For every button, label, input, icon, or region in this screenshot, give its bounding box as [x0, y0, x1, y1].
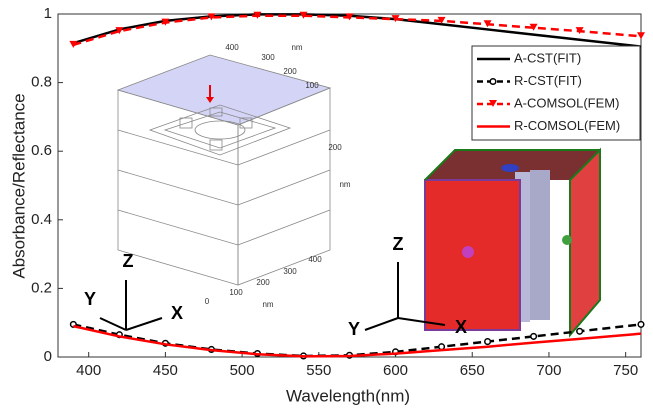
series-line: [73, 16, 641, 45]
x-tick-label: 400: [76, 362, 101, 379]
inset-label: 200: [283, 67, 297, 76]
x-tick-label: 750: [613, 362, 638, 379]
y-tick-label: 0: [44, 348, 52, 365]
inset-structure: [118, 55, 330, 285]
inset-label: 400: [308, 255, 322, 264]
inset-label: nm: [262, 300, 273, 309]
marker: [485, 339, 491, 345]
inset-label: 100: [229, 288, 243, 297]
legend-label: R-CST(FIT): [514, 73, 582, 88]
inset-label: 300: [283, 267, 297, 276]
marker: [439, 344, 445, 350]
y-tick-label: 0.8: [31, 74, 52, 91]
inset-label: nm: [291, 43, 302, 52]
legend-marker: [490, 79, 496, 85]
triad-label: Y: [348, 319, 360, 339]
triad-label: Y: [84, 289, 96, 309]
x-tick-label: 550: [306, 362, 331, 379]
inset-label: 400: [225, 43, 239, 52]
legend-label: A-COMSOL(FEM): [514, 95, 619, 110]
inset-label: 200: [256, 278, 270, 287]
y-tick-label: 1: [44, 5, 52, 22]
marker: [638, 322, 644, 328]
inset-label: 200: [328, 143, 342, 152]
y-tick-label: 0.4: [31, 211, 52, 228]
x-tick-label: 500: [230, 362, 255, 379]
x-axis-label: Wavelength(nm): [286, 386, 410, 405]
inset-label: 0: [205, 297, 210, 306]
legend-label: A-CST(FIT): [514, 50, 581, 65]
x-tick-label: 650: [460, 362, 485, 379]
y-tick-label: 0.2: [31, 279, 52, 296]
triad-label: Z: [393, 234, 404, 254]
y-axis-label: Absorbance/Reflectance: [9, 93, 28, 278]
inset-label: 300: [261, 53, 275, 62]
y-tick-label: 0.6: [31, 142, 52, 159]
inset-cube: [425, 150, 600, 335]
x-tick-label: 600: [383, 362, 408, 379]
triad-label: Z: [123, 251, 134, 271]
marker: [577, 328, 583, 334]
triad-label: X: [455, 317, 467, 337]
marker: [637, 32, 645, 39]
legend-label: R-COMSOL(FEM): [514, 118, 620, 133]
x-tick-label: 700: [536, 362, 561, 379]
marker: [531, 334, 537, 340]
triad-label: X: [171, 303, 183, 323]
inset-label: nm: [339, 180, 350, 189]
x-tick-label: 450: [153, 362, 178, 379]
inset-label: 100: [305, 81, 319, 90]
chart: Wavelength(nm) Absorbance/Reflectance 0 0…: [0, 0, 653, 411]
